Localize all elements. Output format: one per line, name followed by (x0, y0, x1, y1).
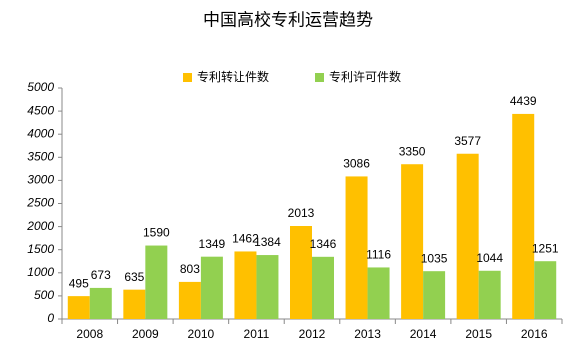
data-label: 1349 (199, 237, 226, 251)
y-tick-label: 1500 (27, 242, 54, 256)
legend-label: 专利转让件数 (197, 69, 269, 84)
x-tick-label: 2009 (132, 327, 159, 341)
legend-label: 专利许可件数 (329, 69, 401, 84)
data-label: 1251 (532, 241, 559, 255)
y-tick-label: 2500 (26, 196, 54, 210)
data-label: 2013 (288, 206, 315, 220)
bar (234, 251, 257, 319)
data-label: 1590 (143, 226, 170, 240)
x-tick-label: 2012 (299, 327, 326, 341)
data-label: 3577 (454, 134, 481, 148)
y-tick-label: 2000 (26, 219, 54, 233)
data-label: 1116 (366, 248, 391, 262)
y-tick-label: 500 (34, 288, 54, 302)
bar (290, 225, 312, 319)
bar (178, 281, 201, 319)
data-label: 1462 (232, 232, 259, 246)
x-tick-label: 2016 (521, 327, 548, 341)
bar (512, 113, 535, 319)
x-tick-label: 2014 (410, 327, 437, 341)
bar (401, 164, 424, 319)
data-label: 495 (69, 276, 89, 290)
x-tick-label: 2015 (465, 327, 492, 341)
data-label: 1035 (421, 251, 448, 265)
bar (123, 289, 146, 319)
data-label: 803 (180, 262, 200, 276)
legend-swatch (183, 73, 192, 82)
y-tick-label: 1000 (27, 265, 54, 279)
y-tick-label: 3000 (27, 173, 54, 187)
x-tick-label: 2008 (76, 327, 103, 341)
data-label: 1384 (254, 235, 281, 249)
bar (345, 176, 368, 319)
y-tick-label: 3500 (27, 149, 54, 163)
y-tick-label: 5000 (27, 80, 54, 94)
chart-title: 中国高校专利运营趋势 (203, 10, 373, 29)
bar (312, 256, 334, 319)
data-label: 3350 (399, 144, 426, 158)
data-label: 1044 (476, 251, 503, 265)
bar (67, 296, 90, 319)
x-tick-label: 2013 (354, 327, 381, 341)
x-tick-label: 2011 (244, 327, 270, 341)
bar (534, 261, 557, 319)
data-label: 673 (91, 268, 111, 282)
bar (200, 256, 223, 319)
y-tick-label: 0 (47, 311, 54, 325)
bar (478, 270, 501, 319)
bar (89, 287, 112, 319)
legend-swatch (315, 73, 324, 82)
bar (145, 245, 168, 319)
data-label: 4439 (510, 94, 537, 108)
bar (423, 271, 446, 319)
bar (456, 153, 479, 319)
x-tick-label: 2010 (188, 327, 215, 341)
data-label: 3086 (343, 157, 370, 171)
data-label: 635 (124, 270, 144, 284)
y-tick-label: 4000 (27, 126, 54, 140)
data-label: 1346 (310, 237, 337, 251)
bar (367, 267, 390, 319)
y-tick-label: 4500 (27, 103, 54, 117)
bar (256, 255, 279, 319)
